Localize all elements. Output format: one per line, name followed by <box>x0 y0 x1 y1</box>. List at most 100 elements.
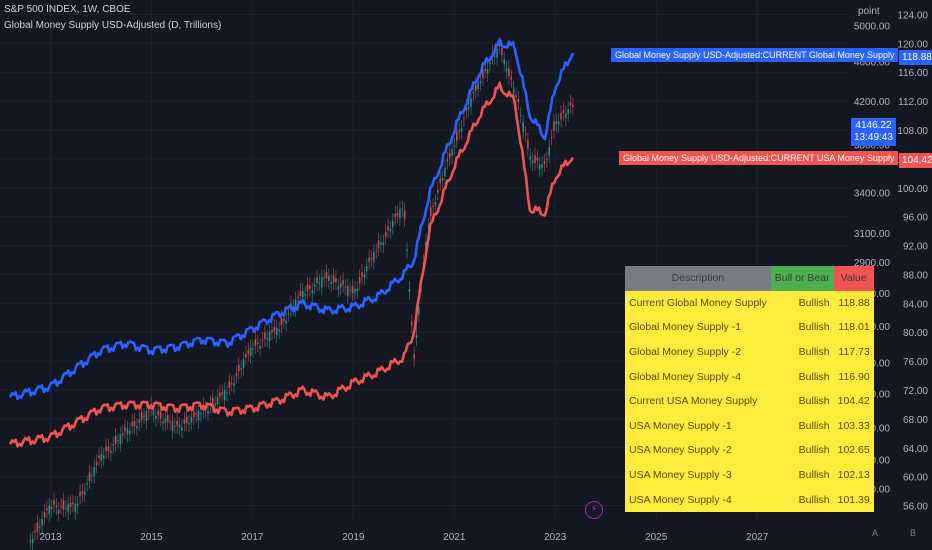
row-signal: Bullish <box>770 290 834 316</box>
price-tick-label: 3100.00 <box>854 229 891 240</box>
spx-candle <box>299 290 302 296</box>
row-description: Current USA Money Supply <box>625 388 771 414</box>
spx-candle <box>242 359 245 368</box>
global-money-supply-line <box>8 38 575 401</box>
spx-candle <box>81 490 84 494</box>
spx-candle <box>181 427 183 431</box>
spx-candle <box>43 511 46 518</box>
spx-candle <box>501 47 503 56</box>
spx-candle <box>297 296 299 299</box>
spx-candle <box>278 329 280 332</box>
auto-scale-button[interactable]: A <box>872 528 879 538</box>
x-tick-label: 2021 <box>443 532 466 543</box>
right-tick-label: 56.00 <box>903 502 928 513</box>
spx-candle <box>200 413 202 415</box>
spx-candle <box>465 106 468 111</box>
spx-candle <box>285 320 287 324</box>
spx-candle <box>266 338 269 340</box>
spx-candle <box>178 424 181 428</box>
spx-candle <box>29 540 32 542</box>
spx-candle <box>309 285 311 289</box>
spx-candle <box>451 148 453 157</box>
row-value: 118.88 <box>833 290 874 316</box>
x-tick-label: 2025 <box>645 532 668 543</box>
right-tick-label: 92.00 <box>903 242 928 253</box>
spx-candle <box>230 383 233 385</box>
spx-candle <box>207 410 209 414</box>
spx-candle <box>356 288 359 291</box>
spx-candle <box>347 285 349 296</box>
signal-table: Description Bull or Bear Value Current G… <box>625 266 874 512</box>
spx-candle <box>219 392 221 397</box>
row-description: Global Money Supply -1 <box>625 315 771 340</box>
spx-candle <box>392 220 394 228</box>
spx-candle <box>313 284 316 287</box>
spx-candle <box>479 81 482 83</box>
spx-candle <box>562 110 565 114</box>
row-description: USA Money Supply -4 <box>625 487 771 512</box>
spx-candle <box>280 318 283 326</box>
spx-candle <box>192 411 195 418</box>
spx-candle <box>131 421 133 427</box>
spx-candle <box>467 107 470 110</box>
spx-candle <box>339 283 342 288</box>
spx-candle <box>65 508 67 510</box>
spx-candle <box>306 284 309 292</box>
spx-candle <box>221 392 224 395</box>
spx-candle <box>510 77 513 80</box>
spx-candle <box>373 251 375 262</box>
price-tick-label: 2900.00 <box>854 258 891 269</box>
spx-candle <box>484 69 487 71</box>
spx-candle <box>403 210 406 220</box>
spx-price: 4146.22 <box>855 120 892 131</box>
spx-candle <box>437 190 439 193</box>
spx-candle <box>337 286 340 290</box>
row-value: 102.65 <box>833 438 874 463</box>
spx-candle <box>444 167 446 176</box>
spx-candle <box>214 403 216 406</box>
spx-candle <box>271 329 273 333</box>
spx-candle <box>434 202 437 206</box>
table-row: USA Money Supply -2 Bullish 102.65 <box>625 438 874 463</box>
indicator-title[interactable]: Global Money Supply USD-Adjusted (D, Tri… <box>4 20 222 31</box>
spx-candle <box>351 286 354 294</box>
spx-candle <box>328 275 330 282</box>
spx-candle <box>155 415 157 419</box>
spx-candle <box>368 257 370 262</box>
spx-candle <box>38 526 41 528</box>
spx-candle <box>169 421 171 423</box>
global-series-label: Global Money Supply USD-Adjusted:CURRENT… <box>611 48 899 62</box>
spx-candle <box>301 290 304 298</box>
row-signal: Bullish <box>770 438 834 463</box>
spx-candle <box>48 505 51 515</box>
spx-candle <box>316 277 318 283</box>
right-tick-label: 100.00 <box>897 184 928 195</box>
row-signal: Bullish <box>770 487 834 512</box>
spx-candle <box>482 69 484 79</box>
spx-candle <box>458 130 460 132</box>
lightning-icon[interactable]: ⚡ <box>585 501 603 519</box>
spx-candle <box>256 342 259 345</box>
log-scale-button[interactable]: B <box>910 528 917 538</box>
usa-money-supply-line <box>8 81 575 448</box>
spx-candle <box>508 68 510 77</box>
spx-candle <box>548 146 551 156</box>
x-tick-label: 2027 <box>746 532 769 543</box>
spx-candle <box>223 390 226 400</box>
symbol-title[interactable]: S&P 500 INDEX, 1W, CBOE <box>4 4 131 15</box>
spx-candle <box>88 472 91 482</box>
spx-candle <box>517 98 520 102</box>
right-tick-label: 88.00 <box>903 270 928 281</box>
spx-candle <box>55 505 58 508</box>
spx-candle <box>124 427 126 431</box>
spx-candle <box>474 84 477 91</box>
spx-candle <box>546 159 548 161</box>
spx-candle <box>294 299 297 310</box>
header-value: Value <box>833 266 874 291</box>
spx-candle <box>228 381 231 388</box>
price-tick-label: 4600.00 <box>854 57 891 68</box>
table-row: Global Money Supply -2 Bullish 117.73 <box>625 339 874 365</box>
spx-candle <box>34 530 36 533</box>
spx-candle <box>226 392 228 394</box>
spx-candle <box>183 419 186 424</box>
